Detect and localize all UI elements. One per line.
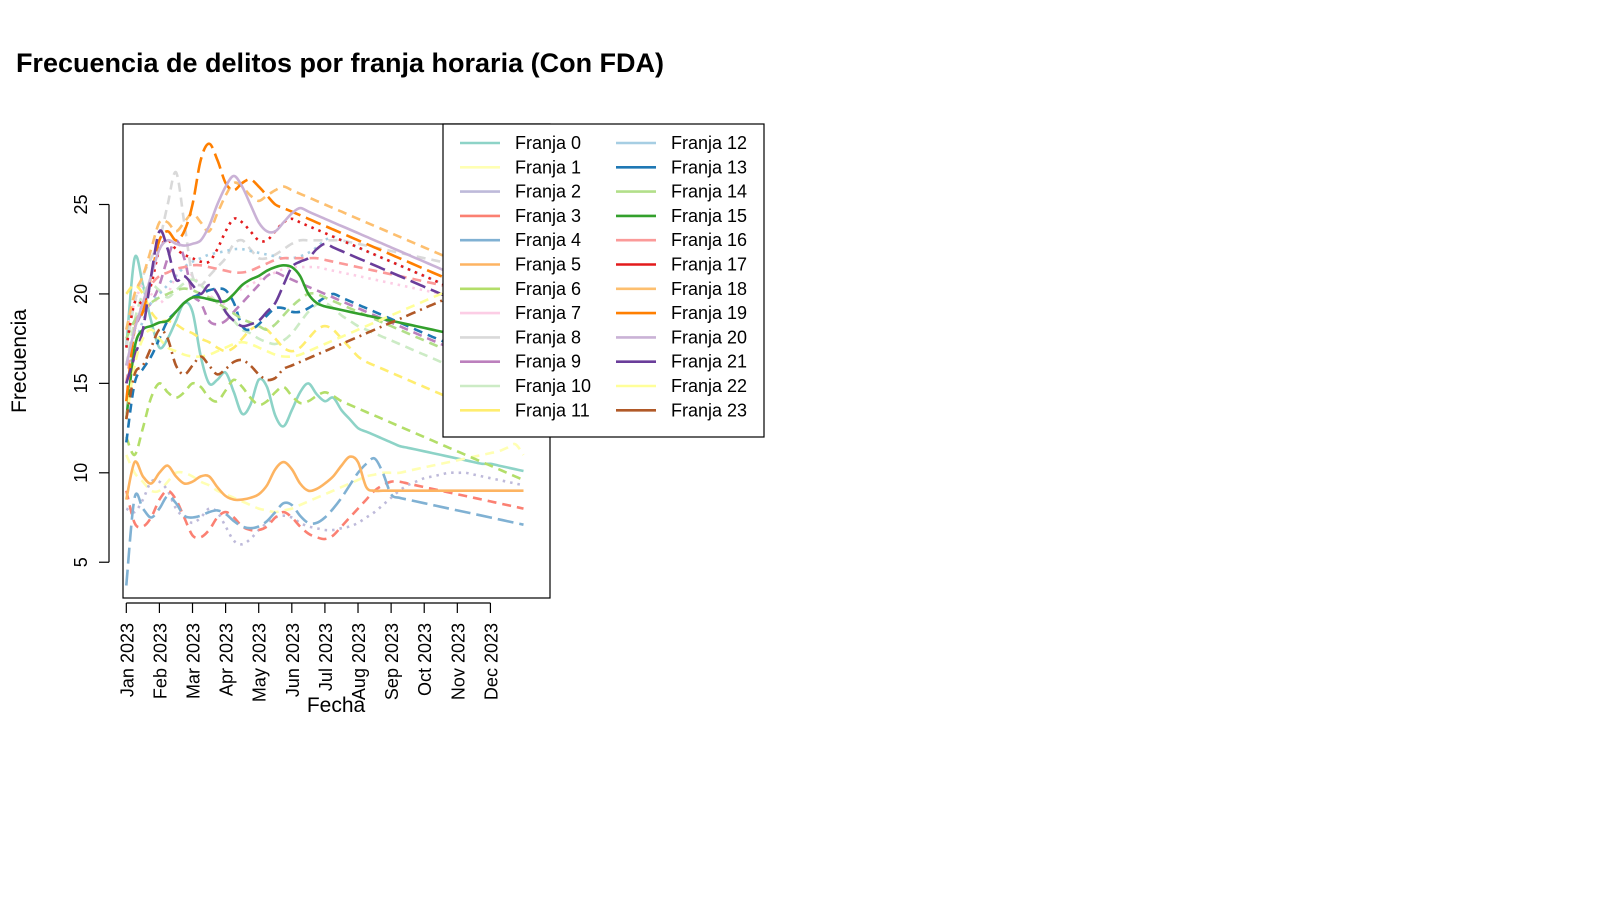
series-line-3 [125,480,524,541]
legend-item-label: Franja 5 [515,255,581,275]
series-line-4 [125,456,524,586]
legend-item-label: Franja 3 [515,206,581,226]
legend-item-label: Franja 7 [515,303,581,323]
x-axis-label: Fecha [307,694,366,717]
legend-item-label: Franja 0 [515,133,581,153]
series-line-6 [125,378,524,482]
series-line-0 [125,254,524,473]
y-axis-label: Frecuencia [8,309,31,413]
y-tick-label: 20 [71,284,91,304]
legend-item-label: Franja 17 [671,255,747,275]
chart-title: Frecuencia de delitos por franja horaria… [16,48,664,78]
legend-item-label: Franja 23 [671,400,747,420]
x-axis: Jan 2023 Feb 2023 Mar 2023 Apr 2023 May 2023… [117,602,501,702]
x-tick-label: Feb 2023 [150,623,170,699]
x-tick-label: Jul 2023 [316,623,336,691]
x-tick-label: Sep 2023 [382,623,402,700]
x-tick-label: Dec 2023 [481,623,501,700]
legend-item-label: Franja 18 [671,279,747,299]
y-tick-label: 10 [71,463,91,483]
legend-item-label: Franja 4 [515,230,581,250]
legend-item-label: Franja 14 [671,182,747,202]
legend-item-label: Franja 13 [671,157,747,177]
legend-item-label: Franja 9 [515,352,581,372]
legend-item-label: Franja 19 [671,303,747,323]
y-axis: 5 10 15 20 25 [71,194,110,567]
legend-item-label: Franja 6 [515,279,581,299]
x-tick-label: May 2023 [250,623,270,702]
legend-item-label: Franja 16 [671,230,747,250]
y-tick-label: 5 [71,557,91,567]
x-tick-label: Nov 2023 [448,623,468,700]
x-tick-label: Oct 2023 [415,623,435,696]
series-line-22 [125,256,524,420]
x-tick-label: Aug 2023 [349,623,369,700]
x-tick-label: Jan 2023 [117,623,137,697]
x-tick-label: Apr 2023 [217,623,237,696]
y-tick-label: 25 [71,194,91,214]
legend-item-label: Franja 22 [671,376,747,396]
legend-item-label: Franja 2 [515,182,581,202]
series-line-8 [125,170,524,348]
legend-item-label: Franja 15 [671,206,747,226]
legend-item-label: Franja 1 [515,157,581,177]
series-line-1 [125,442,525,514]
legend-item-label: Franja 8 [515,327,581,347]
x-tick-label: Mar 2023 [184,623,204,699]
legend-item-label: Franja 11 [515,400,590,420]
x-tick-label: Jun 2023 [283,623,303,697]
legend-item-label: Franja 10 [515,376,591,396]
y-tick-label: 15 [71,373,91,393]
legend-item-label: Franja 12 [671,133,747,153]
series-line-18 [125,181,524,330]
series-line-5 [125,455,524,502]
series-line-10 [125,278,525,399]
series-line-2 [125,471,524,546]
legend-item-label: Franja 20 [671,327,747,347]
legend: Franja 0 Franja 1 Franja 2 Franja 3 Franja 4… [442,123,765,438]
legend-item-label: Franja 21 [671,352,747,372]
